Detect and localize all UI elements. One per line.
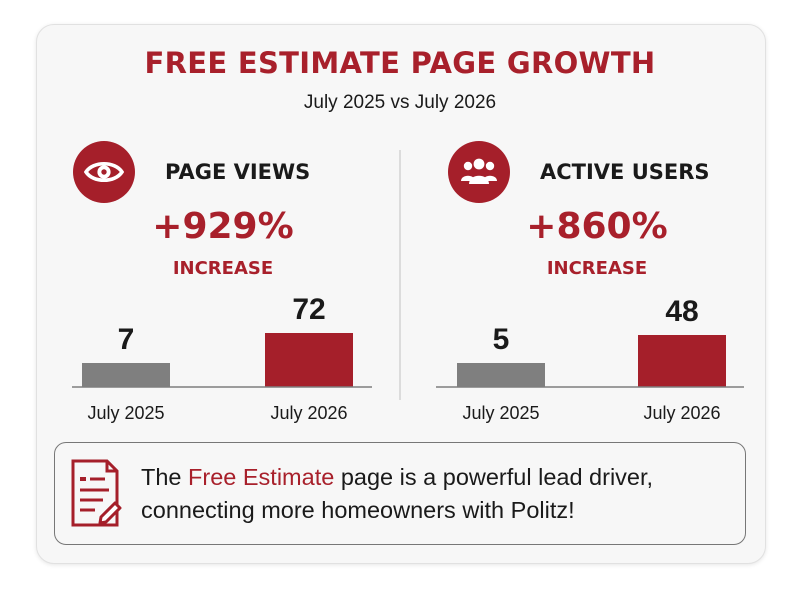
active-users-change: +860% bbox=[526, 206, 668, 247]
callout-box: The Free Estimate page is a powerful lea… bbox=[54, 442, 746, 545]
active-users-value-label-2: 48 bbox=[665, 295, 698, 328]
page-views-category-label-1: July 2025 bbox=[87, 403, 164, 423]
section-divider bbox=[399, 150, 401, 400]
page-views-label: PAGE VIEWS bbox=[165, 160, 311, 184]
active-users-value-label-1: 5 bbox=[493, 323, 510, 356]
page-views-value-label-2: 72 bbox=[292, 293, 325, 326]
callout-text: The Free Estimate page is a powerful lea… bbox=[141, 461, 731, 527]
page-views-value-label-1: 7 bbox=[118, 323, 135, 356]
document-edit-icon bbox=[67, 457, 123, 534]
page-views-change-label: INCREASE bbox=[172, 258, 274, 279]
callout-highlight: Free Estimate bbox=[188, 464, 335, 490]
active-users-category-label-2: July 2026 bbox=[643, 403, 720, 423]
active-users-change-label: INCREASE bbox=[546, 258, 648, 279]
eye-icon bbox=[73, 141, 135, 203]
page-title: FREE ESTIMATE PAGE GROWTH bbox=[144, 46, 656, 80]
active-users-bar-1 bbox=[457, 363, 545, 387]
page-subtitle: July 2025 vs July 2026 bbox=[303, 92, 497, 113]
page-views-category-label-2: July 2026 bbox=[270, 403, 347, 423]
page-views-bar-1 bbox=[82, 363, 170, 387]
page-views-bar-2 bbox=[265, 333, 353, 387]
page-views-change: +929% bbox=[152, 206, 294, 247]
active-users-bar-2 bbox=[638, 335, 726, 387]
active-users-category-label-1: July 2025 bbox=[462, 403, 539, 423]
callout-text-start: The bbox=[141, 464, 189, 490]
callout-text-end: page is a powerful lead driver, connecti… bbox=[141, 464, 654, 523]
users-icon bbox=[448, 141, 510, 203]
active-users-label: ACTIVE USERS bbox=[540, 160, 710, 184]
